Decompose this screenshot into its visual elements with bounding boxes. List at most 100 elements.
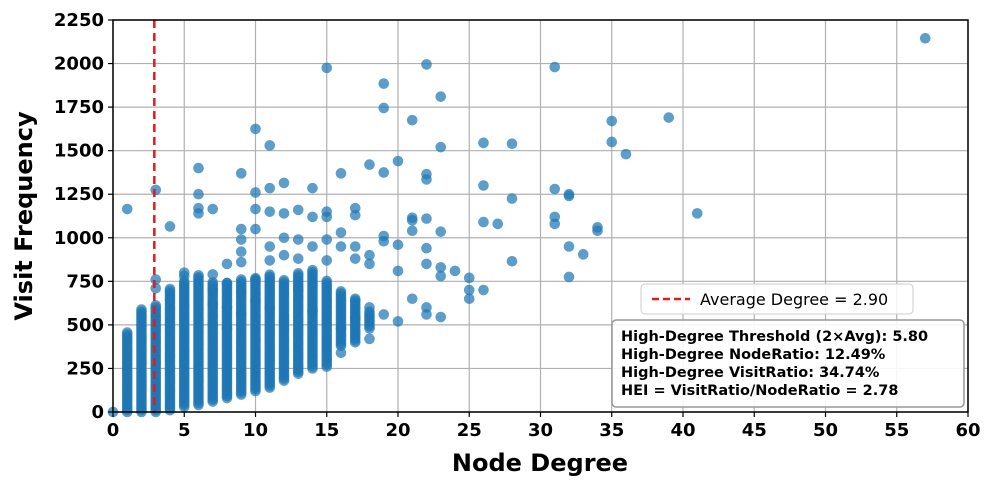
x-tick-label: 45 [742,420,767,441]
data-point [349,293,361,305]
data-point [421,258,432,270]
data-point [136,304,147,315]
x-tick-label: 15 [314,420,339,441]
data-point [207,203,219,215]
data-point [506,255,518,267]
data-point [150,283,162,294]
data-point [207,269,219,280]
data-point [307,241,318,252]
data-point [606,115,618,127]
data-point [321,62,333,74]
data-point [406,114,418,126]
data-point [378,309,390,320]
data-point [292,268,304,279]
data-point [335,168,347,179]
data-point [150,184,162,196]
data-point [207,319,219,331]
data-point [406,215,418,226]
stats-line-threshold: High-Degree Threshold (2×Avg): 5.80 [621,329,928,345]
data-point [478,137,489,149]
y-tick-label: 500 [66,315,104,336]
x-tick-label: 5 [178,420,191,441]
data-point [335,347,347,359]
data-point [278,232,290,244]
data-point [278,177,290,189]
x-tick-label: 10 [243,420,268,441]
data-point [592,225,603,237]
x-tick-label: 30 [528,420,553,441]
stats-line-node-ratio: High-Degree NodeRatio: 12.49% [621,347,886,363]
y-tick-label: 1500 [54,141,104,162]
data-point [264,206,276,217]
data-point [235,223,247,235]
data-point [663,112,675,123]
data-point [264,269,276,281]
data-point [250,223,261,235]
data-point [235,274,247,285]
data-point [378,167,390,178]
y-tick-label: 1750 [54,97,104,118]
stats-box: High-Degree Threshold (2×Avg): 5.80 High… [611,319,965,408]
data-point [492,218,504,230]
y-tick-label: 750 [66,271,104,292]
data-point [335,323,347,334]
data-point [307,211,318,223]
x-tick-label: 40 [670,420,695,441]
data-point [421,174,432,185]
data-point [378,235,390,247]
data-point [264,140,276,151]
data-point [349,253,361,264]
data-point [121,327,133,338]
y-axis-ticks: 0 250 500 750 1000 1250 1500 1750 2000 2250 [54,10,113,423]
data-point [121,203,133,215]
data-point [463,293,475,305]
data-point [264,182,276,194]
y-tick-label: 0 [91,402,104,423]
data-point [307,305,318,317]
data-point [292,253,304,264]
data-point [406,225,418,237]
data-point [264,302,276,313]
data-point [392,316,404,327]
data-point [421,309,432,320]
data-point [292,204,304,216]
data-point [392,265,404,277]
data-point [193,270,204,281]
data-point [563,271,575,283]
data-point [307,264,318,276]
y-tick-label: 1000 [54,228,104,249]
data-point [335,286,347,297]
x-tick-label: 60 [955,420,980,441]
data-points [107,32,931,418]
data-point [378,102,390,114]
data-point [435,91,447,102]
data-point [478,180,489,191]
x-tick-label: 0 [107,420,120,441]
data-point [392,155,404,167]
data-point [292,234,304,245]
data-point [349,241,361,252]
data-point [164,283,176,295]
data-point [193,208,204,219]
data-point [335,227,347,238]
data-point [435,311,447,323]
legend-label: Average Degree = 2.90 [700,290,888,309]
data-point [264,241,276,252]
data-point [321,234,333,245]
y-tick-label: 2000 [54,54,104,75]
data-point [235,256,247,268]
data-point [691,208,703,219]
data-point [250,203,261,215]
data-point [549,61,561,73]
data-point [335,241,347,252]
stats-line-hei: HEI = VisitRatio/NodeRatio = 2.78 [621,383,898,399]
data-point [221,258,233,270]
data-point [364,333,375,345]
data-point [193,162,204,174]
data-point [250,187,261,198]
data-point [235,286,247,298]
data-point [235,309,247,320]
data-point [278,249,290,261]
data-point [364,249,375,261]
data-point [549,183,561,195]
